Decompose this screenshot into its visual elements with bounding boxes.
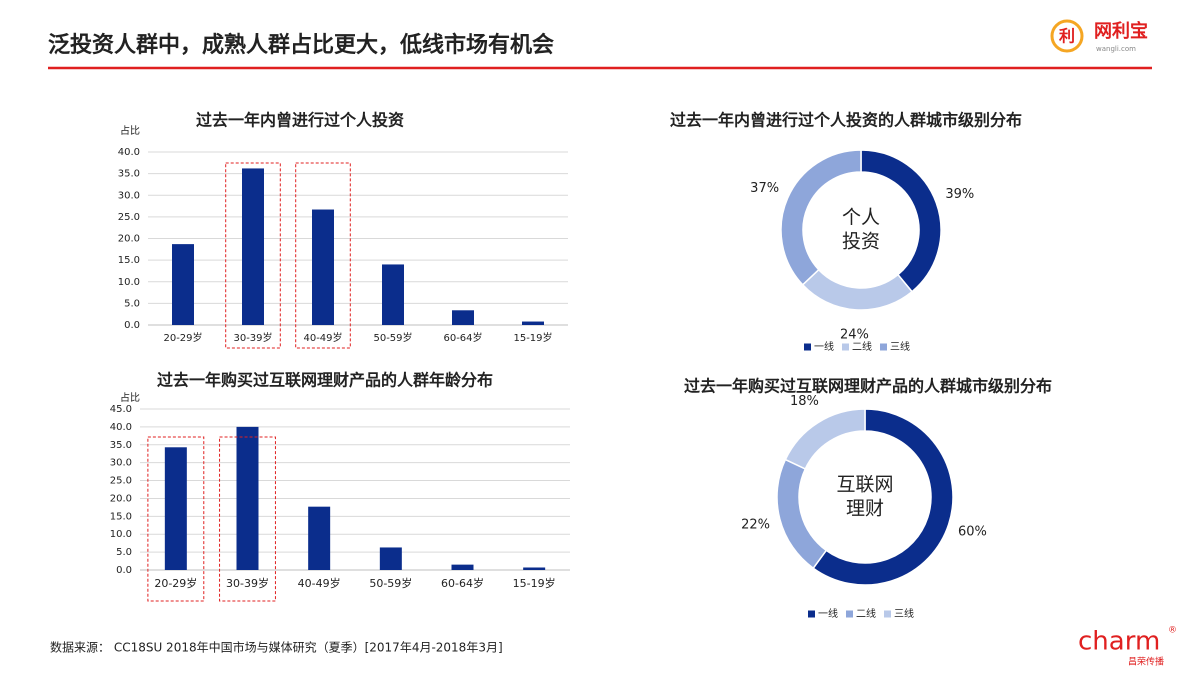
center-label: 互联网	[836, 474, 893, 496]
donut-segment	[776, 458, 828, 570]
center-label: 理财	[846, 498, 884, 520]
center-label: 投资	[842, 231, 880, 253]
legend-swatch	[804, 343, 811, 351]
logo-circle	[1050, 19, 1084, 53]
legend-label: 三线	[894, 607, 914, 620]
donut-segment	[780, 149, 862, 286]
y-tick-label: 10.0	[110, 529, 132, 540]
source: 数据来源： CC18SU 2018年中国市场与媒体研究（夏季）[2017年4月-…	[50, 640, 503, 655]
logo-sub: wangli.com	[1096, 45, 1136, 53]
y-axis-label: 占比	[120, 391, 140, 404]
bar	[452, 310, 474, 325]
y-tick-label: 15.0	[118, 255, 140, 266]
bar	[379, 547, 402, 570]
legend-label: 一线	[814, 340, 834, 353]
center-label: 个人	[842, 207, 880, 229]
brand-mark: ®	[1168, 626, 1177, 636]
bar	[308, 506, 331, 570]
y-tick-label: 20.0	[110, 493, 132, 504]
y-tick-label: 25.0	[118, 212, 140, 223]
y-tick-label: 0.0	[116, 565, 132, 576]
x-tick-label: 20-29岁	[154, 576, 197, 590]
x-tick-label: 40-49岁	[298, 576, 341, 590]
y-tick-label: 10.0	[118, 277, 140, 288]
y-tick-label: 30.0	[118, 190, 140, 201]
legend-label: 三线	[890, 340, 910, 353]
y-tick-label: 20.0	[118, 234, 140, 245]
bar	[451, 564, 474, 570]
bar	[523, 567, 546, 570]
bar	[236, 426, 259, 570]
donut-segment	[812, 408, 954, 586]
y-tick-label: 30.0	[110, 458, 132, 469]
highlight-box	[219, 436, 276, 602]
bar	[172, 244, 194, 325]
legend-swatch	[808, 610, 815, 618]
x-tick-label: 15-19岁	[513, 331, 552, 344]
value-label: 37%	[750, 181, 779, 196]
y-tick-label: 40.0	[118, 147, 140, 158]
value-label: 24%	[840, 327, 869, 342]
legend-swatch	[880, 343, 887, 351]
x-tick-label: 20-29岁	[163, 331, 202, 344]
brand: charm	[1078, 627, 1160, 657]
x-tick-label: 15-19岁	[513, 576, 556, 590]
x-tick-label: 60-64岁	[443, 331, 482, 344]
legend-label: 二线	[852, 340, 872, 353]
value-label: 39%	[945, 187, 974, 202]
y-tick-label: 5.0	[116, 547, 132, 558]
bar	[242, 168, 264, 325]
logo-icon: 利	[1059, 27, 1075, 46]
chart-title: 过去一年内曾进行过个人投资	[196, 111, 404, 130]
chart-title: 过去一年购买过互联网理财产品的人群年龄分布	[157, 371, 493, 390]
brand-sub: 昌荣传播	[1128, 656, 1164, 668]
y-tick-label: 35.0	[110, 440, 132, 451]
highlight-box	[225, 162, 281, 349]
value-label: 60%	[958, 524, 987, 539]
y-tick-label: 40.0	[110, 422, 132, 433]
legend-swatch	[846, 610, 853, 618]
value-label: 22%	[741, 518, 770, 533]
donut-segment	[801, 268, 914, 311]
x-tick-label: 30-39岁	[233, 331, 272, 344]
x-tick-label: 50-59岁	[369, 576, 412, 590]
chart-title: 过去一年购买过互联网理财产品的人群城市级别分布	[684, 377, 1052, 396]
donut-segment	[784, 408, 866, 470]
bar	[522, 321, 544, 325]
value-label: 18%	[790, 394, 819, 409]
highlight-box	[295, 162, 351, 349]
page-title: 泛投资人群中，成熟人群占比更大，低线市场有机会	[48, 32, 554, 58]
x-tick-label: 60-64岁	[441, 576, 484, 590]
y-tick-label: 0.0	[124, 320, 140, 331]
chart-title: 过去一年内曾进行过个人投资的人群城市级别分布	[670, 111, 1022, 130]
y-tick-label: 35.0	[118, 169, 140, 180]
x-tick-label: 40-49岁	[303, 331, 342, 344]
y-tick-label: 45.0	[110, 404, 132, 415]
y-tick-label: 25.0	[110, 476, 132, 487]
y-tick-label: 5.0	[124, 298, 140, 309]
legend-label: 一线	[818, 607, 838, 620]
legend-swatch	[842, 343, 849, 351]
y-axis-label: 占比	[120, 124, 140, 137]
bar	[164, 447, 187, 570]
legend-label: 二线	[856, 607, 876, 620]
highlight-box	[147, 436, 205, 602]
y-tick-label: 15.0	[110, 511, 132, 522]
legend-swatch	[884, 610, 891, 618]
x-tick-label: 50-59岁	[373, 331, 412, 344]
logo-text: 网利宝	[1094, 20, 1148, 42]
bar	[312, 209, 334, 325]
bar	[382, 264, 404, 325]
x-tick-label: 30-39岁	[226, 576, 269, 590]
